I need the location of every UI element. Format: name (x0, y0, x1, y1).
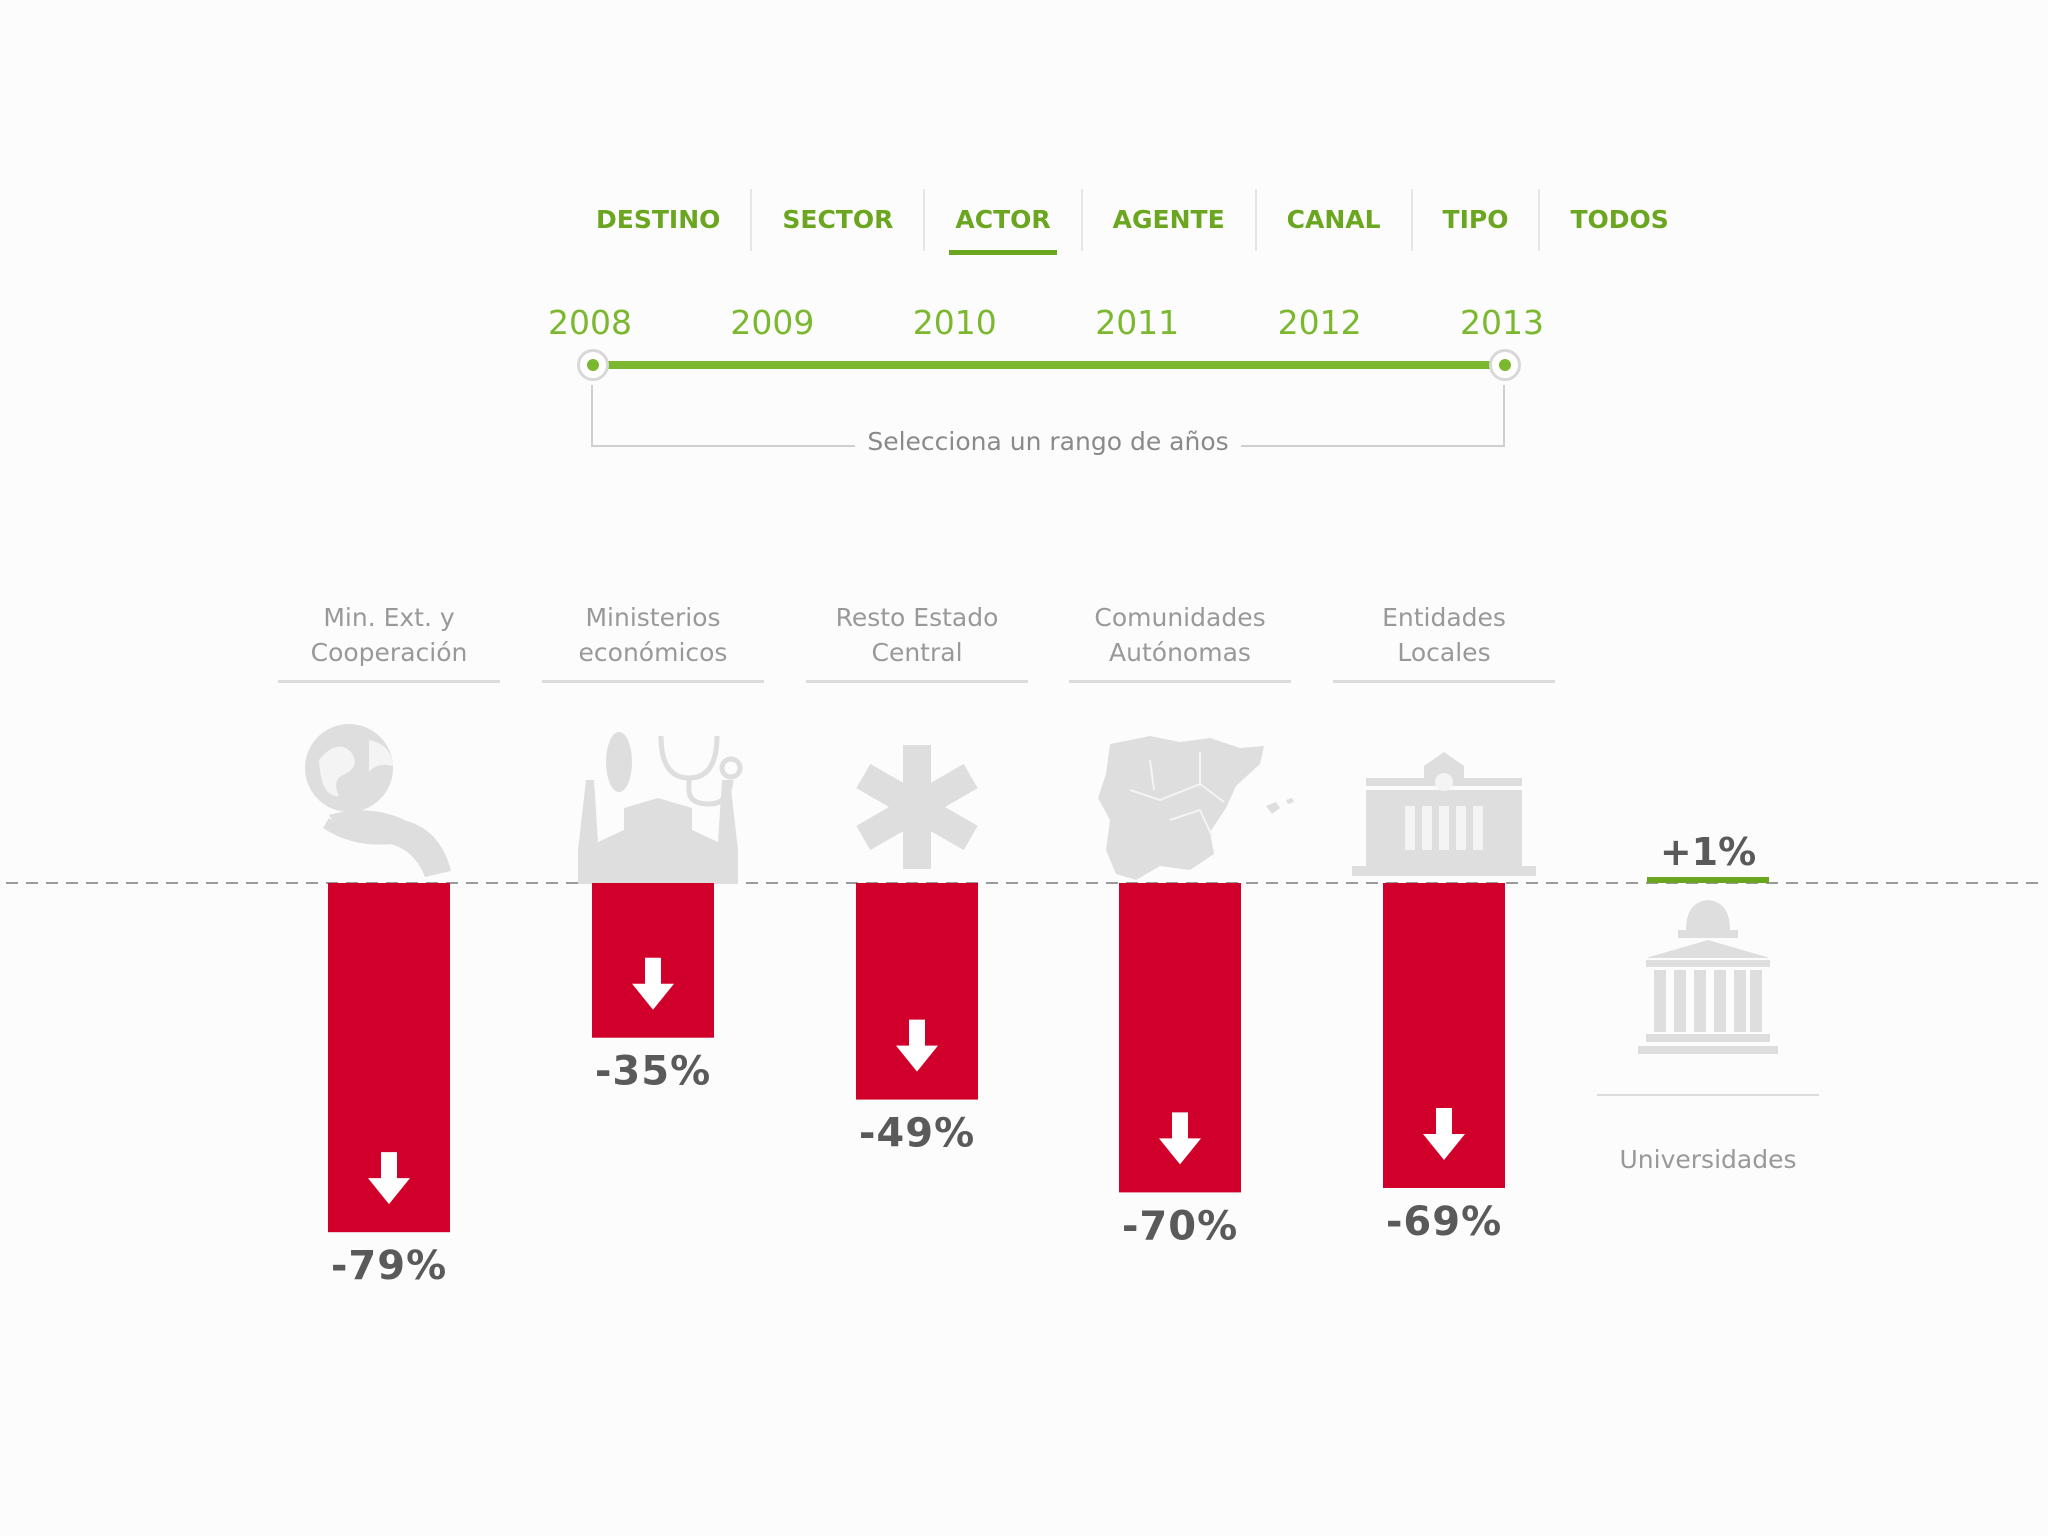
tab-actor[interactable]: ACTOR (923, 189, 1080, 255)
university-icon (1638, 900, 1778, 1054)
category-label-line: económicos (578, 638, 728, 667)
down-arrow-icon (1159, 1112, 1201, 1165)
year-label[interactable]: 2010 (912, 303, 997, 342)
category-label-line: Ministerios (585, 603, 721, 632)
tab-sector[interactable]: SECTOR (750, 189, 923, 251)
year-label[interactable]: 2008 (548, 303, 632, 342)
tab-agente[interactable]: AGENTE (1080, 189, 1255, 251)
factory-icon (578, 732, 743, 884)
value-label: -69% (1386, 1199, 1502, 1245)
category-label-line: Entidades (1382, 603, 1506, 632)
bar-6[interactable] (1647, 877, 1769, 883)
spain-map-icon (1098, 736, 1294, 880)
year-label[interactable]: 2011 (1095, 303, 1180, 342)
category-label-line: Autónomas (1109, 638, 1251, 667)
range-end-handle[interactable] (1489, 349, 1521, 381)
category-label-line: Resto Estado (835, 603, 999, 632)
asterisk-icon (856, 745, 978, 869)
category-label-line: Comunidades (1094, 603, 1266, 632)
value-label: -49% (859, 1111, 975, 1157)
category-label: Ministerios económicos (542, 600, 764, 683)
category-label: Comunidades Autónomas (1069, 600, 1291, 683)
down-arrow-icon (632, 957, 674, 1010)
down-arrow-icon (896, 1019, 938, 1072)
range-caption: Selecciona un rango de años (855, 422, 1241, 462)
category-label-line: Universidades (1619, 1145, 1797, 1174)
category-label: Resto Estado Central (806, 600, 1028, 683)
town-hall-icon (1352, 752, 1536, 876)
category-label: Universidades (1597, 1094, 1819, 1177)
down-arrow-icon (368, 1152, 410, 1205)
category-label: Entidades Locales (1333, 600, 1555, 683)
year-scale: 2008 2009 2010 2011 2012 2013 (548, 303, 1544, 353)
category-label-line: Locales (1397, 638, 1491, 667)
tab-canal[interactable]: CANAL (1254, 189, 1411, 251)
range-start-handle[interactable] (577, 349, 609, 381)
category-label-line: Min. Ext. y (323, 603, 455, 632)
year-label[interactable]: 2012 (1277, 303, 1362, 342)
value-label: -35% (595, 1049, 711, 1095)
category-label: Min. Ext. y Cooperación (278, 600, 500, 683)
value-label: -70% (1122, 1203, 1238, 1249)
year-range-slider[interactable] (592, 361, 1504, 369)
value-label: -79% (331, 1243, 447, 1289)
year-label[interactable]: 2013 (1460, 303, 1544, 342)
tab-todos[interactable]: TODOS (1538, 189, 1698, 251)
down-arrow-icon (1423, 1107, 1465, 1160)
tab-destino[interactable]: DESTINO (596, 205, 721, 234)
globe-in-hand-icon (305, 724, 451, 877)
value-label: +1% (1660, 830, 1756, 874)
section-tabs: DESTINO SECTOR ACTOR AGENTE CANAL TIPO TODOS (566, 180, 1699, 260)
category-label-line: Cooperación (310, 638, 468, 667)
year-label[interactable]: 2009 (730, 303, 815, 342)
tab-tipo[interactable]: TIPO (1410, 189, 1539, 251)
category-label-line: Central (871, 638, 963, 667)
